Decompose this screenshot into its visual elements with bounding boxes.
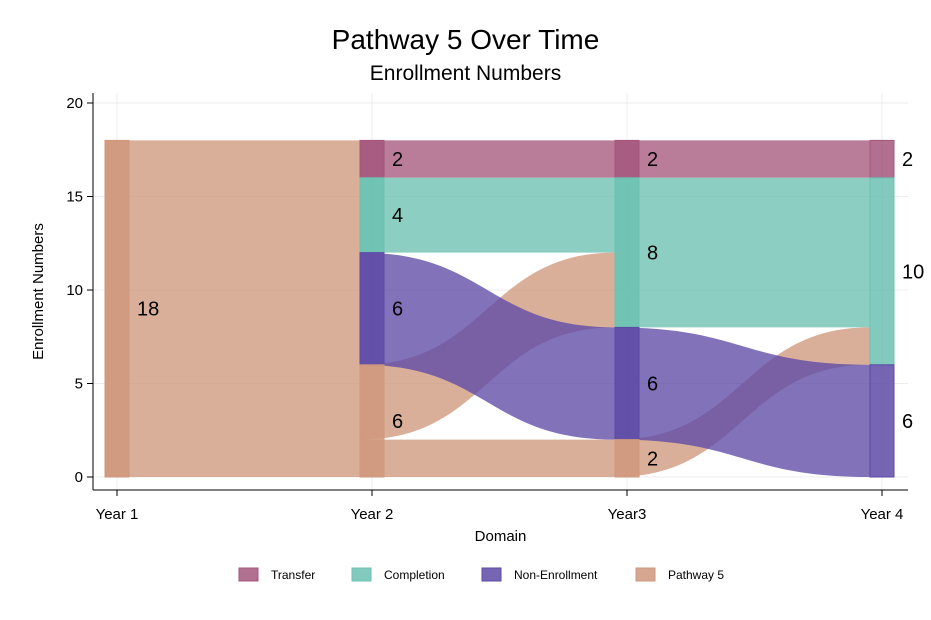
flow-transfer-6	[615, 140, 870, 178]
flows-group	[105, 140, 870, 477]
y-tick-label: 15	[66, 189, 83, 206]
legend-label: Non-Enrollment	[514, 568, 598, 582]
chart-subtitle: Enrollment Numbers	[369, 62, 562, 85]
x-tick-label: Year 1	[96, 506, 139, 523]
y-tick-label: 5	[75, 376, 83, 393]
legend-swatch	[635, 567, 656, 582]
x-tick-label: Year 4	[861, 506, 904, 523]
node-non-enrollment-stage2	[614, 326, 640, 441]
node-completion-stage1	[359, 177, 385, 254]
node-value-label: 8	[647, 243, 658, 265]
node-pathway-5-stage2	[614, 439, 640, 478]
node-value-label: 6	[902, 411, 913, 433]
legend-item-non-enrollment: Non-Enrollment	[481, 567, 598, 582]
node-pathway-5-stage0	[104, 139, 130, 478]
chart-title: Pathway 5 Over Time	[331, 24, 600, 55]
node-value-label: 4	[392, 205, 403, 227]
node-value-label: 2	[647, 149, 658, 171]
flow-pathway-5-5	[360, 439, 615, 477]
node-value-label: 2	[647, 448, 658, 470]
x-tick-label: Year 2	[351, 506, 394, 523]
nodes-group: 18 2 4 6 6 2 8 6 2 2 10 6	[104, 139, 924, 478]
node-value-label: 6	[392, 411, 403, 433]
x-tick-label: Year3	[608, 506, 647, 523]
node-value-label: 18	[137, 299, 159, 321]
flow-completion-2	[360, 177, 615, 253]
node-transfer-stage3	[869, 139, 895, 179]
node-non-enrollment-stage3	[869, 364, 895, 478]
node-transfer-stage1	[359, 139, 385, 179]
flow-transfer-1	[360, 140, 615, 178]
node-transfer-stage2	[614, 139, 640, 179]
y-tick-label: 20	[66, 95, 83, 112]
legend-label: Completion	[384, 568, 445, 582]
legend: Transfer Completion Non-Enrollment Pathway …	[238, 567, 724, 582]
legend-label: Pathway 5	[668, 568, 724, 582]
legend-swatch	[481, 567, 502, 582]
flow-non-enrollment-4	[360, 252, 615, 440]
legend-item-transfer: Transfer	[238, 567, 315, 582]
node-value-label: 2	[392, 149, 403, 171]
node-completion-stage2	[614, 177, 640, 328]
y-axis-label: Enrollment Numbers	[30, 223, 47, 360]
x-axis-label: Domain	[475, 528, 527, 545]
node-non-enrollment-stage1	[359, 252, 385, 366]
node-value-label: 10	[902, 261, 924, 283]
flow-non-enrollment-9	[615, 327, 870, 477]
legend-item-completion: Completion	[351, 567, 445, 582]
y-tick-label: 10	[66, 282, 83, 299]
legend-item-pathway-5: Pathway 5	[635, 567, 724, 582]
legend-label: Transfer	[271, 568, 315, 582]
node-value-label: 6	[647, 374, 658, 396]
flow-pathway-5-0	[105, 140, 360, 477]
y-tick-label: 0	[75, 469, 83, 486]
legend-swatch	[238, 567, 259, 582]
node-value-label: 2	[902, 149, 913, 171]
legend-swatch	[351, 567, 372, 582]
node-pathway-5-stage1	[359, 364, 385, 478]
node-completion-stage3	[869, 177, 895, 366]
node-value-label: 6	[392, 299, 403, 321]
flow-completion-7	[615, 177, 870, 328]
